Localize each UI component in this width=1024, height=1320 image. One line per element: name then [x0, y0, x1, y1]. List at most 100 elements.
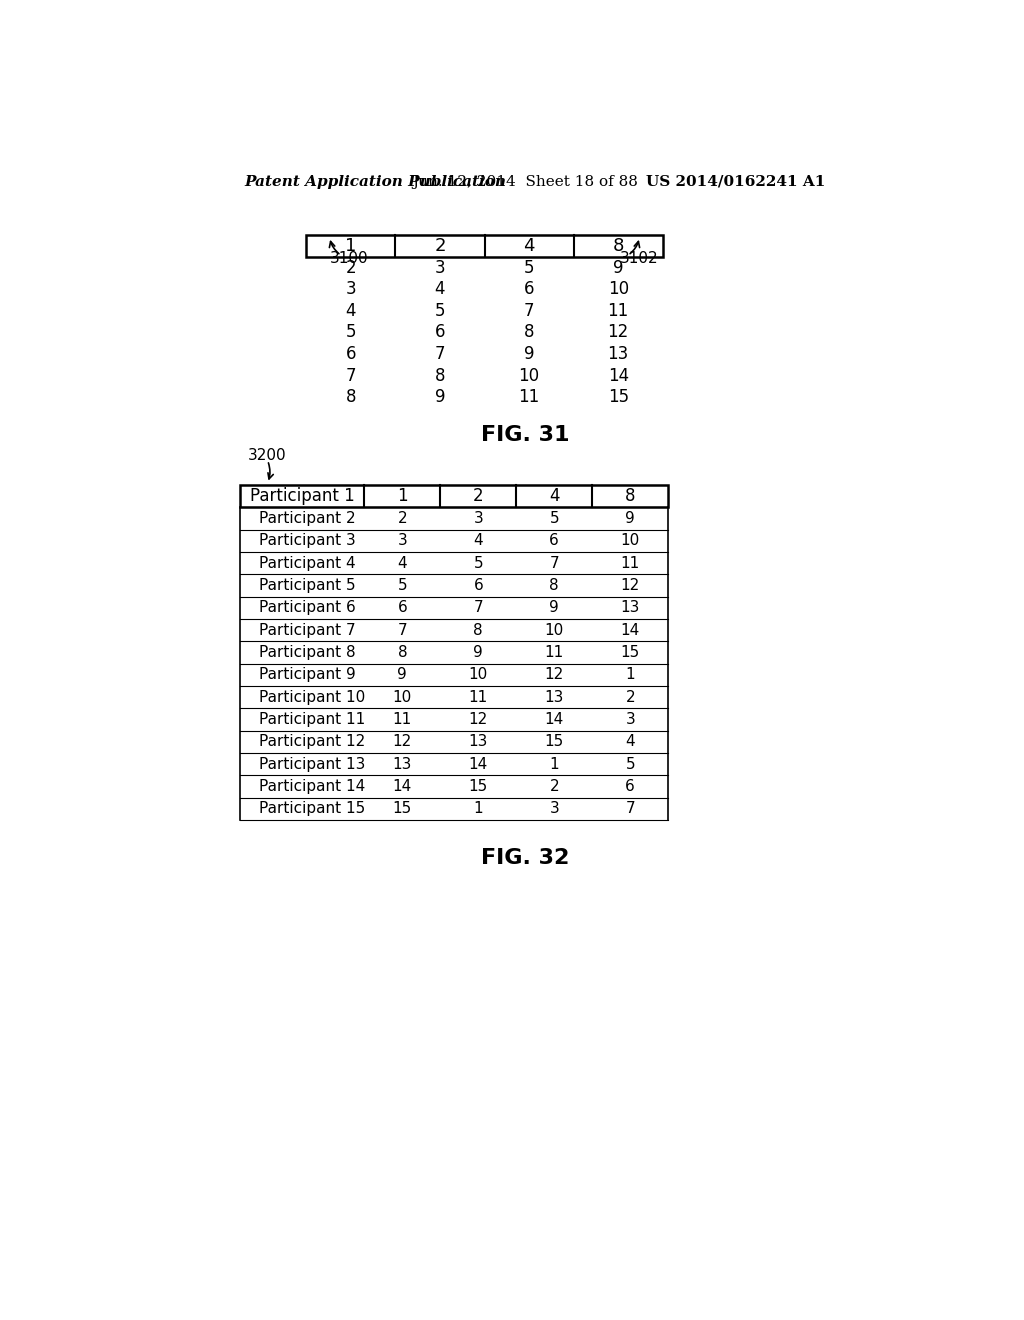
Text: 7: 7	[345, 367, 356, 384]
Text: 4: 4	[626, 734, 635, 750]
Text: 10: 10	[621, 533, 640, 548]
Text: 6: 6	[345, 345, 356, 363]
Text: 8: 8	[625, 487, 636, 506]
Text: 6: 6	[397, 601, 408, 615]
Text: 15: 15	[607, 388, 629, 407]
Text: 3: 3	[397, 533, 408, 548]
Text: 14: 14	[393, 779, 412, 793]
Text: 12: 12	[393, 734, 412, 750]
Text: 4: 4	[345, 302, 356, 319]
Text: US 2014/0162241 A1: US 2014/0162241 A1	[646, 174, 825, 189]
Text: 3: 3	[473, 511, 483, 525]
Text: Patent Application Publication: Patent Application Publication	[245, 174, 506, 189]
Text: 8: 8	[434, 367, 445, 384]
Text: 7: 7	[524, 302, 535, 319]
Text: 7: 7	[473, 601, 483, 615]
Text: 1: 1	[550, 756, 559, 771]
Text: Participant 11: Participant 11	[259, 711, 366, 727]
Text: 2: 2	[626, 689, 635, 705]
Text: 9: 9	[397, 667, 408, 682]
Text: 13: 13	[545, 689, 564, 705]
Text: 9: 9	[473, 645, 483, 660]
Text: 14: 14	[607, 367, 629, 384]
Text: 5: 5	[550, 511, 559, 525]
Text: 12: 12	[545, 667, 564, 682]
Text: 7: 7	[397, 623, 408, 638]
Text: 11: 11	[393, 711, 412, 727]
Text: 7: 7	[626, 801, 635, 816]
Text: 3: 3	[626, 711, 635, 727]
Text: 15: 15	[545, 734, 564, 750]
Text: 15: 15	[469, 779, 487, 793]
Text: 5: 5	[626, 756, 635, 771]
Text: 9: 9	[613, 259, 624, 277]
Text: 1: 1	[345, 238, 356, 255]
Text: Participant 14: Participant 14	[259, 779, 366, 793]
Text: 13: 13	[469, 734, 488, 750]
Text: 4: 4	[434, 280, 445, 298]
Text: FIG. 32: FIG. 32	[480, 849, 569, 869]
Text: Participant 7: Participant 7	[259, 623, 355, 638]
Text: 11: 11	[518, 388, 540, 407]
Text: 1: 1	[626, 667, 635, 682]
Text: Participant 3: Participant 3	[259, 533, 355, 548]
Text: 11: 11	[545, 645, 564, 660]
Text: Participant 4: Participant 4	[259, 556, 355, 570]
Text: 5: 5	[473, 556, 483, 570]
Text: 11: 11	[469, 689, 487, 705]
Text: 1: 1	[397, 487, 408, 506]
Text: 8: 8	[473, 623, 483, 638]
Text: 3102: 3102	[621, 251, 658, 267]
Text: 8: 8	[524, 323, 535, 342]
Text: 11: 11	[621, 556, 640, 570]
Text: 13: 13	[621, 601, 640, 615]
Text: 9: 9	[524, 345, 535, 363]
Text: Participant 6: Participant 6	[259, 601, 355, 615]
Text: 10: 10	[393, 689, 412, 705]
Text: 6: 6	[434, 323, 445, 342]
Text: Participant 15: Participant 15	[259, 801, 366, 816]
Text: 10: 10	[607, 280, 629, 298]
Text: Jun. 12, 2014  Sheet 18 of 88: Jun. 12, 2014 Sheet 18 of 88	[412, 174, 638, 189]
Text: 8: 8	[612, 238, 624, 255]
Text: 6: 6	[626, 779, 635, 793]
Text: 7: 7	[434, 345, 445, 363]
Text: 12: 12	[621, 578, 640, 593]
Text: 5: 5	[434, 302, 445, 319]
Text: 10: 10	[518, 367, 540, 384]
Text: 14: 14	[621, 623, 640, 638]
Text: 2: 2	[345, 259, 356, 277]
Text: Participant 13: Participant 13	[259, 756, 366, 771]
Text: 9: 9	[549, 601, 559, 615]
Text: Participant 10: Participant 10	[259, 689, 366, 705]
Text: 3: 3	[434, 259, 445, 277]
Text: 15: 15	[621, 645, 640, 660]
Text: 13: 13	[607, 345, 629, 363]
Text: 8: 8	[345, 388, 356, 407]
Text: Participant 2: Participant 2	[259, 511, 355, 525]
FancyBboxPatch shape	[306, 235, 663, 257]
Text: 9: 9	[434, 388, 445, 407]
FancyBboxPatch shape	[241, 484, 669, 507]
Text: 8: 8	[397, 645, 408, 660]
Text: 12: 12	[469, 711, 487, 727]
Text: 13: 13	[392, 756, 412, 771]
Text: 7: 7	[550, 556, 559, 570]
Text: FIG. 31: FIG. 31	[480, 425, 569, 445]
Text: 3: 3	[549, 801, 559, 816]
Text: 14: 14	[469, 756, 487, 771]
Text: 2: 2	[473, 487, 483, 506]
Text: Participant 5: Participant 5	[259, 578, 355, 593]
Text: 2: 2	[550, 779, 559, 793]
Text: 2: 2	[397, 511, 408, 525]
Text: 4: 4	[549, 487, 559, 506]
Text: Participant 12: Participant 12	[259, 734, 366, 750]
Text: 5: 5	[397, 578, 408, 593]
Text: 9: 9	[626, 511, 635, 525]
Text: 4: 4	[523, 238, 535, 255]
Text: 6: 6	[524, 280, 535, 298]
Text: 5: 5	[345, 323, 356, 342]
Text: 6: 6	[549, 533, 559, 548]
Text: 15: 15	[393, 801, 412, 816]
Text: 4: 4	[397, 556, 408, 570]
